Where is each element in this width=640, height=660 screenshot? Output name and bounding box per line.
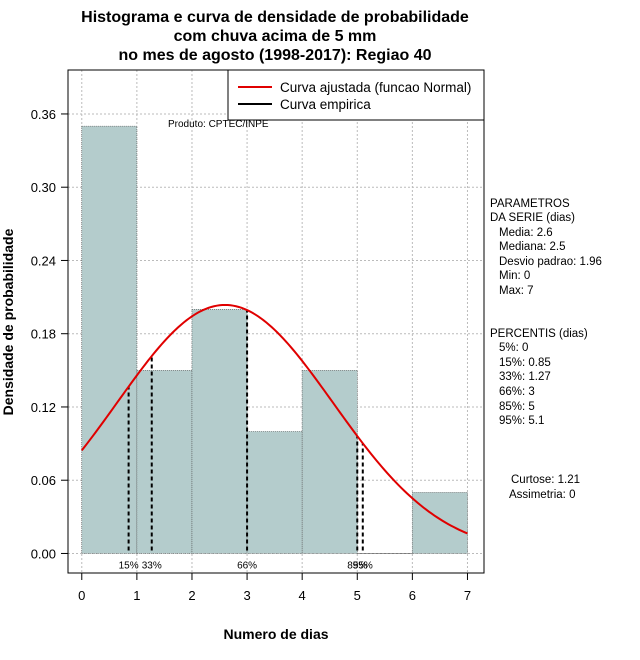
y-tick-label-6: 0.36 [31,107,56,122]
y-tick-label-4: 0.24 [31,253,56,268]
percentile-label-1: 33% [142,560,162,571]
fitted-curve-layer [80,303,468,535]
param-media: Media: 2.6 [499,227,553,239]
y-tick-label-1: 0.06 [31,473,56,488]
parameters-title: PARAMETROS [490,198,570,210]
pct-5: 5%: 0 [499,342,528,354]
histogram-bar-2 [191,308,248,554]
y-tick-label-0: 0.00 [31,546,56,561]
x-tick-label-3: 3 [243,588,250,603]
percentile-lines: 15% 33% 66% 85%95% [119,310,373,571]
x-tick-label-2: 2 [188,588,195,603]
param-mediana: Mediana: 2.5 [499,241,566,253]
x-axis: 0 1 2 3 4 5 6 7 [78,572,471,603]
param-desvio: Desvio padrao: 1.96 [499,256,602,268]
x-tick-label-1: 1 [133,588,140,603]
y-tick-label-5: 0.30 [31,180,56,195]
x-tick-label-6: 6 [409,588,416,603]
percentile-label-3: 85% [347,560,367,571]
x-tick-label-4: 4 [299,588,306,603]
histogram-bar-4 [301,370,358,554]
param-max: Max: 7 [499,285,534,297]
x-tick-label-5: 5 [354,588,361,603]
title-line-1: Histograma e curva de densidade de proba… [81,9,469,26]
title-line-2: com chuva acima de 5 mm [174,28,377,45]
percentiles-panel: PERCENTIS (dias) 5%: 0 15%: 0.85 33%: 1.… [490,328,588,427]
legend-fitted-label: Curva ajustada (funcao Normal) [280,80,471,95]
y-tick-label-3: 0.18 [31,327,56,342]
param-min: Min: 0 [499,270,530,282]
stat-curtose: Curtose: 1.21 [511,474,580,486]
percentile-label-0: 15% [119,560,139,571]
x-tick-label-7: 7 [464,588,471,603]
parameters-panel: PARAMETROS DA SERIE (dias) Media: 2.6 Me… [490,198,602,297]
histogram-bar-3 [246,431,303,554]
histogram-bars [81,125,468,554]
y-tick-label-2: 0.12 [31,400,56,415]
shape-stats: Curtose: 1.21 Assimetria: 0 [509,474,580,501]
x-axis-label: Numero de dias [223,626,328,642]
percentile-label-4: 95% [353,560,373,571]
y-axis: 0.00 0.06 0.12 0.18 0.24 0.30 0.36 [31,107,68,561]
percentile-label-2: 66% [237,560,257,571]
x-tick-label-0: 0 [78,588,85,603]
pct-66: 66%: 3 [499,386,535,398]
product-label: Produto: CPTEC/INPE [168,119,269,130]
histogram-bar-1 [136,370,193,554]
pct-33: 33%: 1.27 [499,371,551,383]
stat-assimetria: Assimetria: 0 [509,489,575,501]
title-line-3: no mes de agosto (1998-2017): Regiao 40 [119,47,432,64]
pct-15: 15%: 0.85 [499,357,551,369]
pct-85: 85%: 5 [499,401,535,413]
histogram-bar-0 [81,125,138,554]
y-axis-label: Densidade de probabilidade [0,228,16,415]
histogram-bar-6 [412,492,468,554]
chart-title: Histograma e curva de densidade de proba… [81,9,469,64]
legend: Curva ajustada (funcao Normal) Curva emp… [227,69,485,121]
percentiles-title: PERCENTIS (dias) [490,328,588,340]
pct-95: 95%: 5.1 [499,415,544,427]
legend-box [227,69,485,121]
fitted-normal-curve [80,303,468,535]
legend-empirical-label: Curva empirica [280,97,371,112]
parameters-subtitle: DA SERIE (dias) [490,212,575,224]
